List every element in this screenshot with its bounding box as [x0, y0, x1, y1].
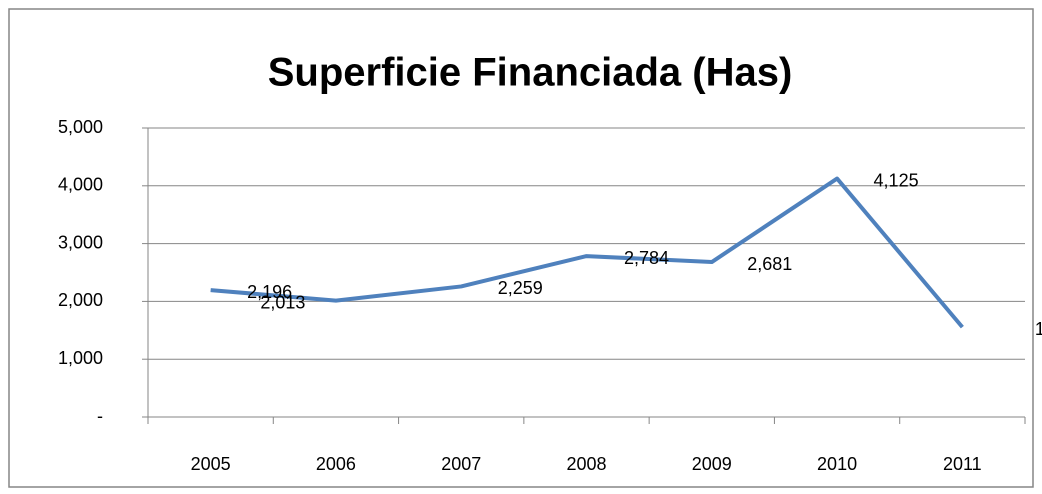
data-label: 2,013: [260, 292, 305, 312]
data-label: 2,784: [624, 248, 669, 268]
y-tick-label: 2,000: [58, 290, 103, 310]
y-tick-label: 5,000: [58, 117, 103, 137]
x-tick-label: 2009: [692, 454, 732, 474]
y-tick-label: -: [97, 406, 103, 426]
x-tick-label: 2010: [817, 454, 857, 474]
line-series: [210, 176, 964, 329]
data-label: 2,681: [747, 254, 792, 274]
y-tick-label: 4,000: [58, 175, 103, 195]
y-tick-label: 1,000: [58, 348, 103, 368]
x-tick-label: 2008: [566, 454, 606, 474]
chart-title: Superficie Financiada (Has): [268, 51, 793, 95]
x-tick-label: 2005: [191, 454, 231, 474]
x-tick-label: 2007: [441, 454, 481, 474]
x-tick-label: 2006: [316, 454, 356, 474]
data-label: 1,555: [1035, 319, 1042, 339]
chart-border: [8, 8, 1034, 488]
data-label: 2,196: [247, 282, 292, 302]
data-label: 2,259: [498, 278, 543, 298]
x-tick-label: 2011: [943, 454, 982, 474]
y-tick-label: 3,000: [58, 232, 103, 252]
data-label: 4,125: [874, 170, 919, 190]
